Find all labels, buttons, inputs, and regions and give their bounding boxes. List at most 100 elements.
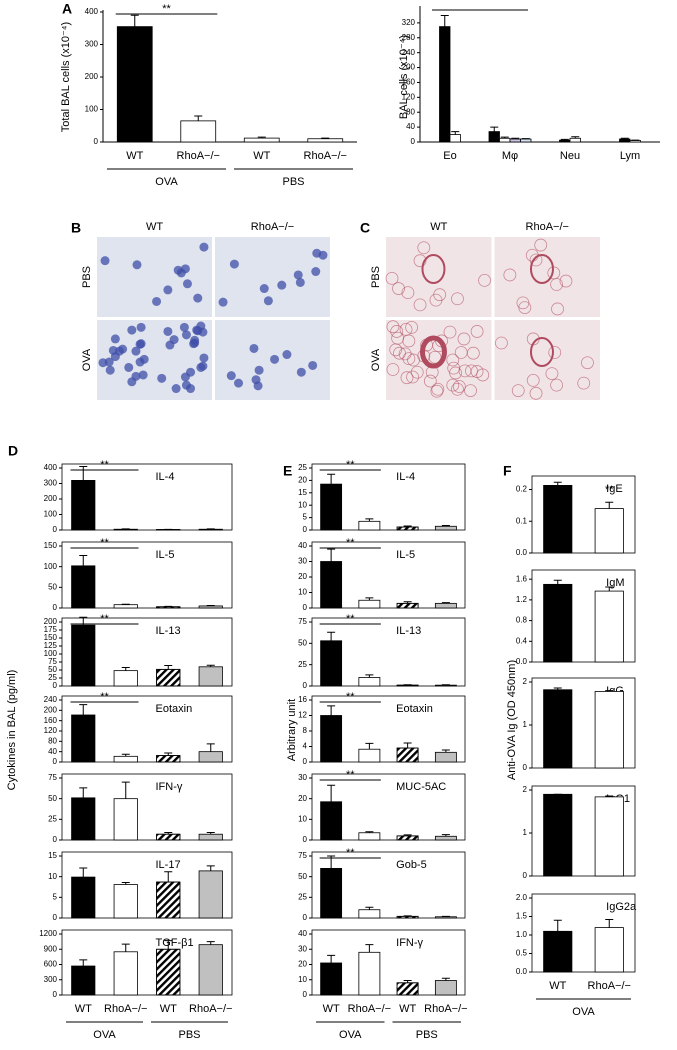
bar xyxy=(198,751,223,763)
error-bar xyxy=(206,941,215,945)
y-tick-label: 0.0 xyxy=(516,548,528,557)
y-tick-label: 100 xyxy=(44,649,58,658)
plot-frame xyxy=(311,541,466,609)
bar xyxy=(113,755,138,763)
bar xyxy=(180,120,217,143)
bar xyxy=(71,965,96,996)
y-tick-label: 1.2 xyxy=(516,595,528,604)
bar xyxy=(543,689,573,769)
y-tick-label: 0.2 xyxy=(516,485,528,494)
bar xyxy=(71,797,96,841)
bar xyxy=(71,876,96,919)
group-label: PBS xyxy=(178,1029,200,1041)
plot-frame xyxy=(61,851,233,919)
y-tick-label: 0 xyxy=(94,137,99,146)
bar-hatch xyxy=(156,668,181,687)
bar-hatch xyxy=(396,526,419,531)
error-bar xyxy=(403,601,412,604)
y-tick-label: 20 xyxy=(298,794,307,803)
y-tick-label: 80 xyxy=(406,107,415,116)
y-tick-label: 0 xyxy=(303,990,308,999)
y-tick-label: 2 xyxy=(523,677,528,686)
x-tick-label: Lym xyxy=(620,150,640,162)
y-tick-label: 50 xyxy=(48,794,57,803)
error-bar xyxy=(79,787,88,798)
error-bar xyxy=(365,674,374,678)
chart-label: Eotaxin xyxy=(396,703,433,715)
error-bar xyxy=(365,906,374,910)
cell xyxy=(186,384,196,394)
y-tick-label: 75 xyxy=(298,851,307,860)
alveolus xyxy=(457,332,471,346)
alveolus xyxy=(428,350,442,364)
row-label: OVA xyxy=(370,348,382,371)
error-bar xyxy=(327,784,336,802)
cell xyxy=(105,365,115,375)
alveolus xyxy=(410,365,424,379)
alveolus xyxy=(389,343,403,357)
plot-frame xyxy=(311,463,466,531)
cell xyxy=(171,384,181,394)
bar xyxy=(71,479,96,531)
bar xyxy=(113,798,138,841)
error-bar xyxy=(164,940,173,950)
chart-label: TGF-β1 xyxy=(156,937,194,949)
bar xyxy=(320,640,343,687)
alveolus xyxy=(430,384,444,398)
y-tick-label: 40 xyxy=(406,122,415,131)
cell xyxy=(104,357,114,367)
bar xyxy=(320,715,343,763)
bar xyxy=(320,483,343,531)
y-tick-label: 200 xyxy=(85,72,99,81)
bar xyxy=(569,137,581,143)
y-tick-label: 4 xyxy=(303,742,308,751)
error-bar xyxy=(440,14,449,27)
error-bar xyxy=(605,795,614,797)
cell xyxy=(190,338,200,348)
error-bar xyxy=(403,525,412,528)
error-bar xyxy=(206,664,215,667)
x-tick-label: RhoA−/− xyxy=(424,1003,467,1015)
y-tick-label: 40 xyxy=(298,929,307,938)
error-bar xyxy=(403,742,412,749)
cell xyxy=(259,284,269,294)
y-tick-label: 120 xyxy=(402,92,416,101)
alveolus xyxy=(386,320,400,334)
error-bar xyxy=(257,136,266,139)
y-tick-label: 75 xyxy=(48,773,57,782)
cell xyxy=(124,362,134,372)
x-tick-label: RhoA−/− xyxy=(104,1003,147,1015)
airway xyxy=(529,254,554,284)
bar xyxy=(113,884,138,919)
error-bar xyxy=(605,690,614,692)
bar xyxy=(320,962,343,996)
error-bar xyxy=(164,832,173,835)
bar xyxy=(434,684,457,687)
cell xyxy=(136,322,146,332)
y-tick-label: 0 xyxy=(53,835,58,844)
bar xyxy=(198,605,223,609)
bar-hatch xyxy=(396,915,419,919)
bar xyxy=(307,138,344,143)
y-tick-label: 100 xyxy=(44,562,58,571)
error-bar xyxy=(441,749,450,753)
y-tick-label: 20 xyxy=(298,960,307,969)
y-tick-label: 40 xyxy=(48,747,57,756)
airway xyxy=(529,337,554,367)
alveolus xyxy=(470,325,484,338)
y-tick-label: 10 xyxy=(298,975,307,984)
micrograph xyxy=(386,237,492,317)
panel-label: C xyxy=(360,220,370,236)
bar xyxy=(320,561,343,609)
y-tick-label: 30 xyxy=(298,773,307,782)
bar xyxy=(520,138,532,143)
bar xyxy=(320,868,343,919)
y-tick-label: 0.1 xyxy=(516,516,528,525)
cell xyxy=(138,370,148,380)
column-label: RhoA−/− xyxy=(251,221,294,233)
group-label: OVA xyxy=(339,1029,362,1041)
error-bar xyxy=(441,977,450,981)
alveolus xyxy=(386,363,400,376)
alveolus xyxy=(464,384,477,398)
